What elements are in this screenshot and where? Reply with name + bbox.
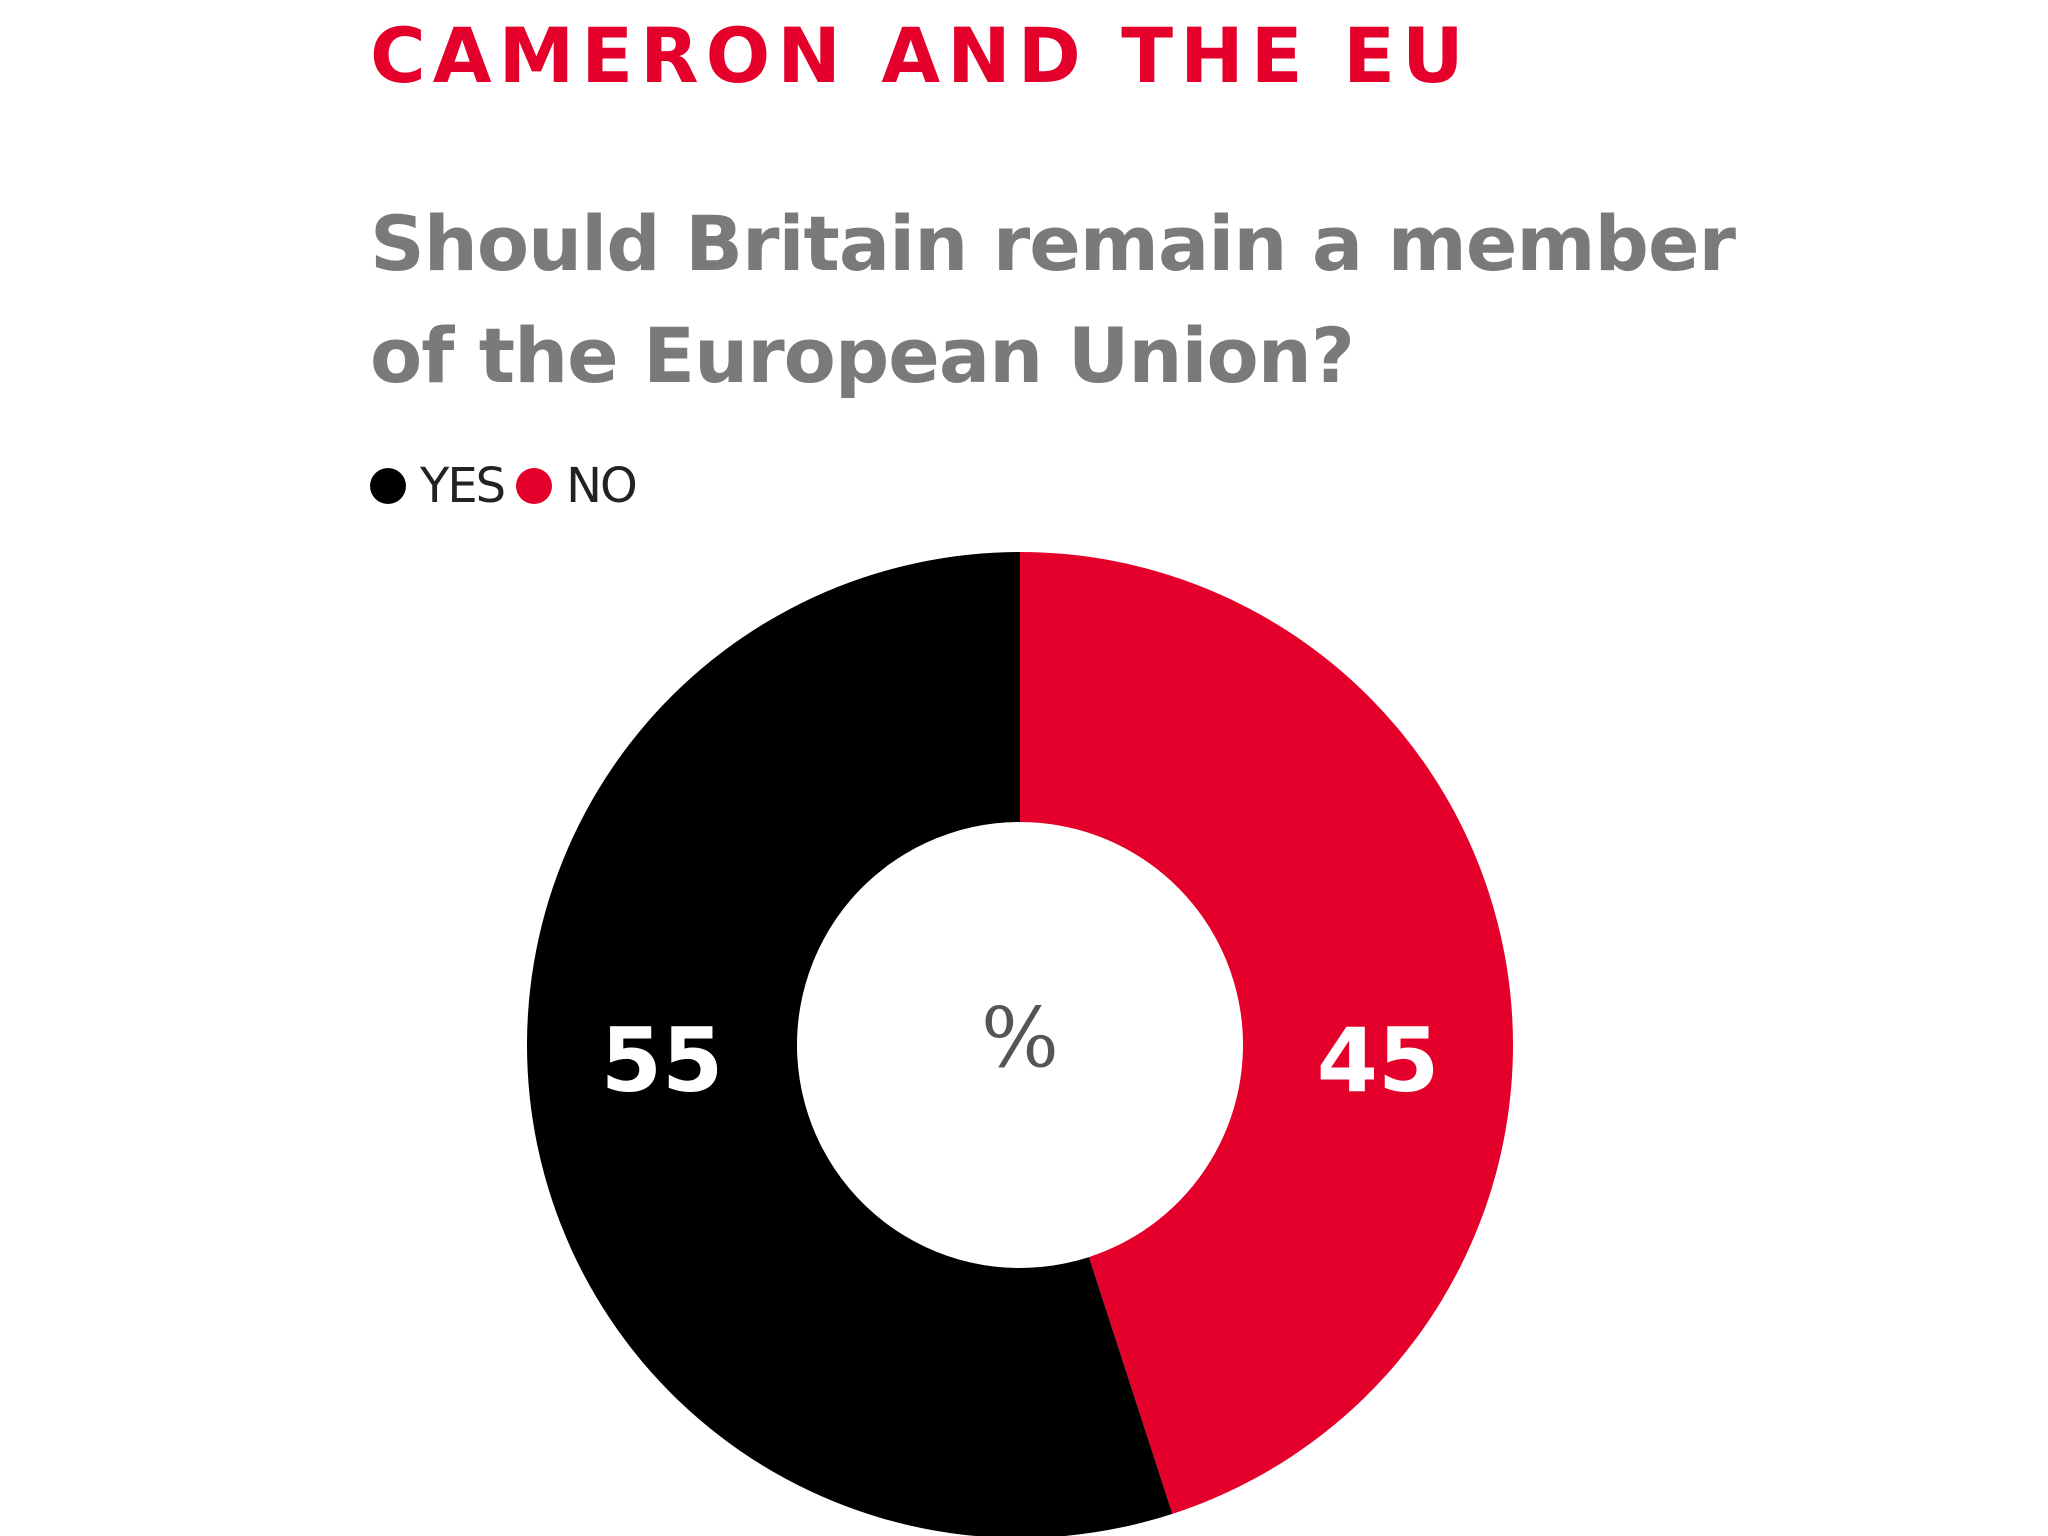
legend-label-yes: YES <box>420 458 506 514</box>
legend-swatch-no <box>516 468 553 504</box>
donut-slice-labels: 45 55 <box>601 1009 1439 1112</box>
legend-swatch-yes <box>370 468 406 504</box>
donut-center-label: % <box>981 992 1059 1087</box>
chart-legend: YES NO <box>370 462 648 510</box>
legend-label-no: NO <box>566 458 638 514</box>
chart-title: Should Britain remain a member of the Eu… <box>370 199 1736 400</box>
donut-slice-no <box>1020 552 1513 1514</box>
donut-value-label-no: 45 <box>1317 1009 1439 1112</box>
chart-kicker: CAMERON AND THE EU <box>370 11 1471 100</box>
donut-slices <box>527 552 1513 1536</box>
legend-item-no: NO <box>516 458 638 514</box>
donut-value-label-yes: 55 <box>601 1009 723 1112</box>
legend-item-yes: YES <box>370 458 506 514</box>
donut-slice-yes <box>527 552 1173 1536</box>
